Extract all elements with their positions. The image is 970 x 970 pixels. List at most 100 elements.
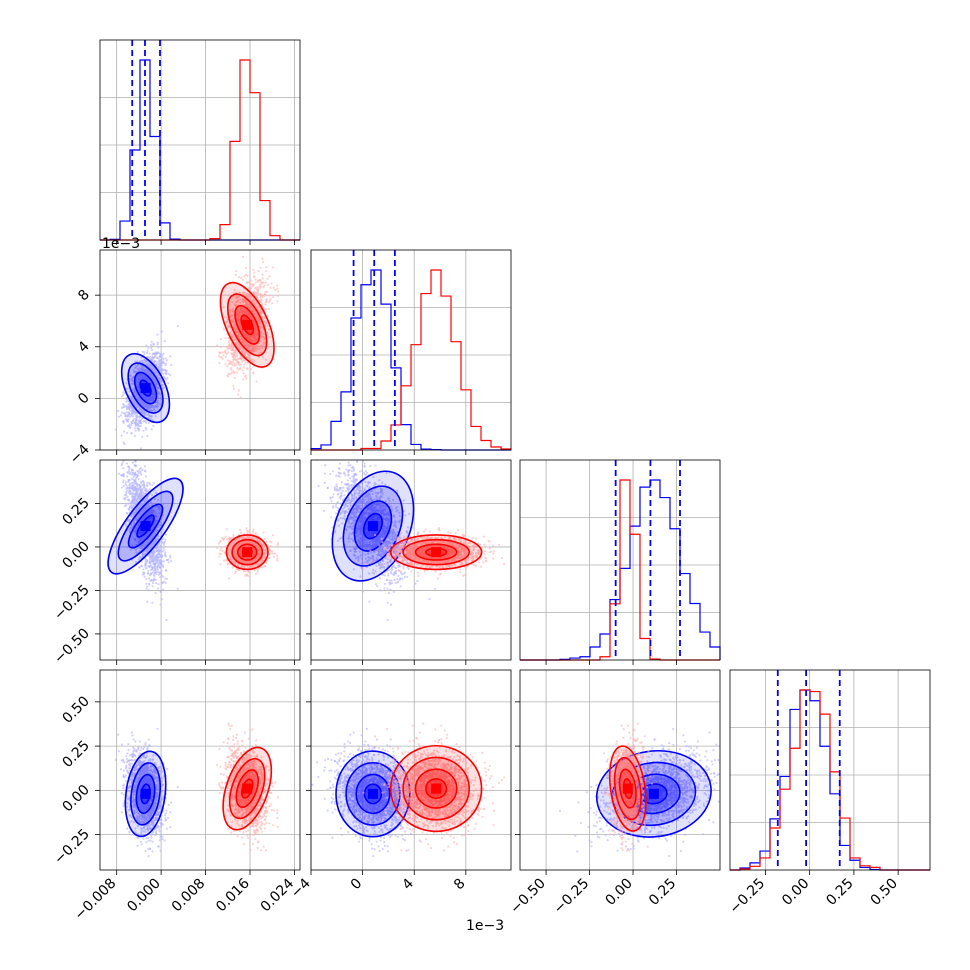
sample-point <box>239 396 242 399</box>
sample-point <box>163 340 166 343</box>
sample-point <box>132 382 135 386</box>
sample-point <box>246 274 249 277</box>
sample-point <box>255 293 258 296</box>
sample-point <box>258 285 262 288</box>
sample-point <box>238 363 241 366</box>
sample-point <box>244 266 248 270</box>
sample-point <box>155 384 158 387</box>
sample-point <box>136 426 139 430</box>
sample-point <box>158 393 161 396</box>
sample-point <box>132 369 135 372</box>
sample-point <box>254 278 257 281</box>
sample-point <box>141 394 144 398</box>
sample-point <box>127 470 130 473</box>
sample-point <box>141 360 144 363</box>
sample-point <box>154 581 158 585</box>
sample-point <box>145 483 149 486</box>
sample-point <box>259 266 262 270</box>
sample-point <box>134 390 137 393</box>
sample-point <box>243 366 246 369</box>
sample-point <box>230 367 233 370</box>
sample-point <box>253 271 256 274</box>
sample-point <box>262 260 265 264</box>
sample-point <box>125 462 129 465</box>
sample-point <box>222 354 225 357</box>
sample-point <box>263 284 266 287</box>
sample-point <box>147 398 151 401</box>
sample-point <box>151 366 155 369</box>
sample-point <box>165 359 168 362</box>
sample-point <box>142 429 145 432</box>
sample-point <box>246 367 249 370</box>
sample-point <box>166 376 169 380</box>
sample-point <box>150 573 153 576</box>
sample-point <box>170 364 173 367</box>
sample-point <box>236 371 239 374</box>
sample-point <box>153 380 156 383</box>
sample-point <box>130 481 134 484</box>
sample-point <box>144 377 147 380</box>
sample-point <box>271 295 275 299</box>
sample-point <box>124 396 127 400</box>
sample-point <box>272 286 276 289</box>
sample-point <box>244 361 248 364</box>
sample-point <box>147 589 150 592</box>
sample-point <box>147 572 150 575</box>
sample-point <box>268 294 272 297</box>
sample-point <box>157 346 160 349</box>
sample-point <box>132 489 135 492</box>
sample-point <box>145 587 148 590</box>
sample-point <box>225 352 228 356</box>
sample-point <box>143 575 146 578</box>
sample-point <box>225 316 228 319</box>
sample-point <box>245 281 248 284</box>
sample-point <box>224 355 227 358</box>
sample-point <box>227 372 230 375</box>
sample-point <box>142 420 145 423</box>
sample-point <box>262 281 265 284</box>
sample-point <box>260 344 263 347</box>
sample-point <box>241 360 244 363</box>
sample-point <box>276 300 279 303</box>
sample-point <box>232 358 235 362</box>
sample-point <box>160 330 163 333</box>
sample-point <box>161 361 165 364</box>
sample-point <box>143 465 147 468</box>
sample-point <box>120 434 123 437</box>
sample-point <box>267 328 271 331</box>
sample-point <box>276 294 279 298</box>
sample-point <box>230 362 233 365</box>
density-peak <box>242 319 253 330</box>
sample-point <box>117 472 121 475</box>
sample-point <box>139 424 142 428</box>
sample-point <box>268 299 272 302</box>
sample-point <box>250 279 253 282</box>
sample-point <box>256 288 259 291</box>
sample-point <box>122 412 125 415</box>
sample-point <box>244 273 247 277</box>
sample-point <box>153 352 157 355</box>
sample-point <box>241 278 244 281</box>
sample-point <box>126 424 130 428</box>
sample-point <box>276 284 279 287</box>
sample-point <box>122 403 125 407</box>
sample-point <box>276 290 280 293</box>
sample-point <box>119 414 123 417</box>
sample-point <box>143 456 145 458</box>
sample-point <box>146 393 150 396</box>
sample-point <box>163 544 166 547</box>
sample-point <box>150 396 154 399</box>
sample-point <box>227 359 230 362</box>
sample-point <box>219 356 222 359</box>
sample-point <box>176 324 179 328</box>
sample-point <box>120 411 123 414</box>
sample-point <box>253 360 256 363</box>
sample-point <box>228 345 231 348</box>
sample-point <box>147 378 150 382</box>
sample-point <box>165 618 168 622</box>
sample-point <box>142 359 146 362</box>
panels: −0.008 0.000 0.008 0.016 0.024−4 0 4 8 −0.50 −0.2… <box>51 39 931 934</box>
sample-point <box>149 343 153 346</box>
sample-point <box>146 396 149 399</box>
sample-point <box>221 357 224 361</box>
